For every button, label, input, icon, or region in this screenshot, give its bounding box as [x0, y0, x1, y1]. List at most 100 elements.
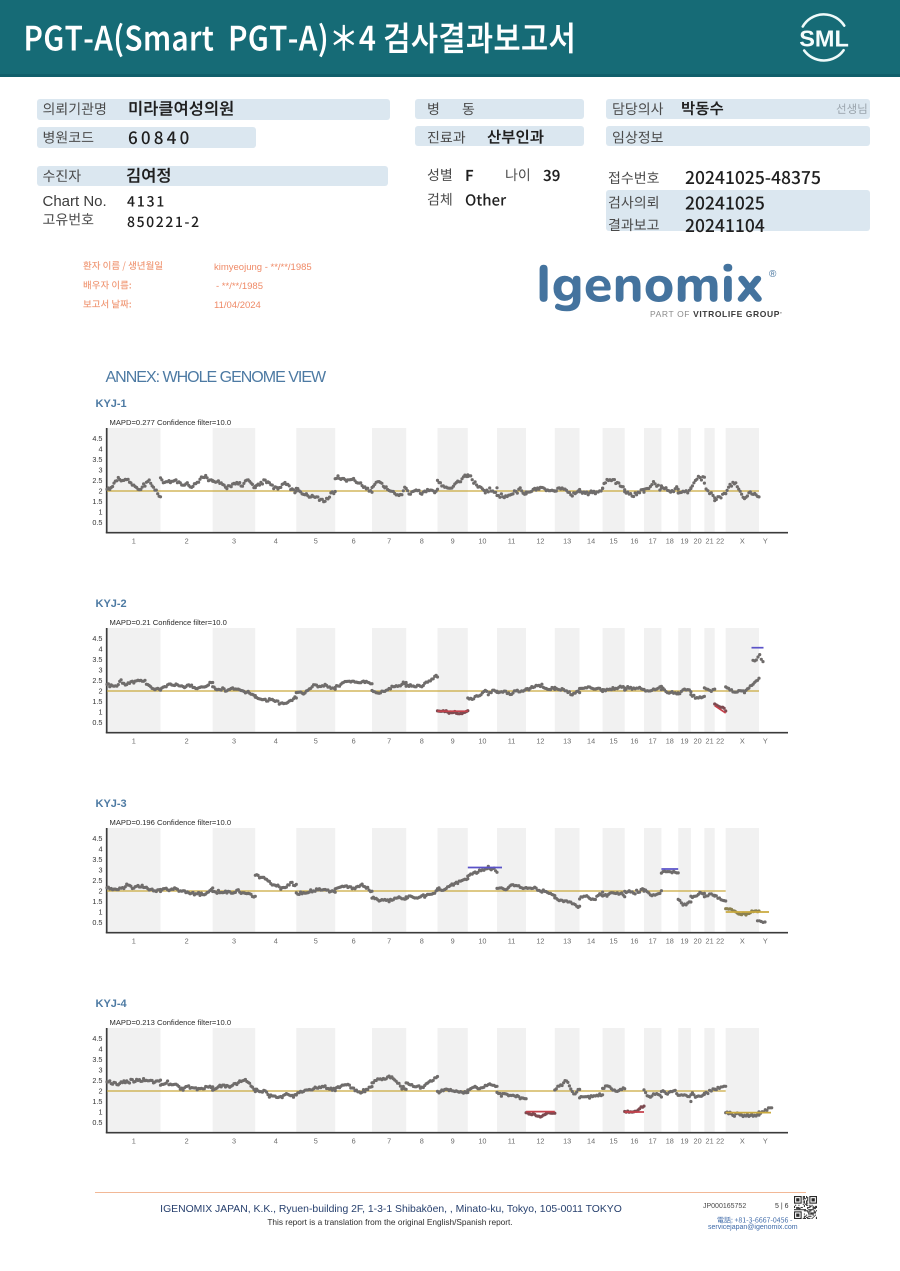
svg-text:4: 4	[98, 644, 102, 653]
svg-text:4: 4	[98, 444, 102, 453]
svg-text:8: 8	[420, 936, 424, 945]
svg-text:4: 4	[274, 736, 278, 745]
svg-text:18: 18	[666, 936, 674, 945]
svg-text:2.5: 2.5	[92, 476, 102, 485]
svg-text:21: 21	[706, 736, 714, 745]
svg-text:0.5: 0.5	[92, 918, 102, 927]
svg-text:11: 11	[508, 1136, 516, 1145]
svg-text:15: 15	[610, 736, 618, 745]
svg-text:17: 17	[649, 936, 657, 945]
svg-text:1: 1	[132, 736, 136, 745]
svg-text:11: 11	[508, 736, 516, 745]
svg-text:8: 8	[420, 536, 424, 545]
svg-text:18: 18	[666, 536, 674, 545]
svg-text:7: 7	[387, 536, 391, 545]
svg-text:4.5: 4.5	[92, 834, 102, 843]
svg-text:9: 9	[451, 536, 455, 545]
svg-text:1: 1	[132, 1136, 136, 1145]
svg-text:10: 10	[478, 536, 486, 545]
svg-text:20: 20	[694, 1136, 702, 1145]
svg-text:13: 13	[563, 936, 571, 945]
svg-text:13: 13	[563, 1136, 571, 1145]
svg-text:4: 4	[274, 1136, 278, 1145]
svg-text:SML: SML	[799, 26, 849, 52]
svg-text:3.5: 3.5	[92, 855, 102, 864]
svg-text:18: 18	[666, 1136, 674, 1145]
svg-text:3: 3	[98, 1065, 102, 1074]
svg-text:6: 6	[352, 736, 356, 745]
svg-text:5: 5	[314, 936, 318, 945]
svg-text:4: 4	[274, 936, 278, 945]
svg-text:15: 15	[610, 1136, 618, 1145]
svg-text:2: 2	[98, 686, 102, 695]
svg-text:0.5: 0.5	[92, 718, 102, 727]
svg-text:19: 19	[680, 1136, 688, 1145]
svg-text:2.5: 2.5	[92, 876, 102, 885]
svg-text:1: 1	[98, 507, 102, 516]
svg-text:3: 3	[98, 465, 102, 474]
svg-text:17: 17	[649, 536, 657, 545]
svg-text:3: 3	[232, 736, 236, 745]
svg-text:2: 2	[98, 486, 102, 495]
svg-text:15: 15	[610, 536, 618, 545]
svg-text:12: 12	[536, 736, 544, 745]
svg-text:14: 14	[587, 1136, 595, 1145]
svg-text:1: 1	[132, 536, 136, 545]
svg-text:10: 10	[478, 736, 486, 745]
svg-text:X: X	[740, 1136, 745, 1145]
svg-text:2: 2	[98, 886, 102, 895]
svg-text:8: 8	[420, 1136, 424, 1145]
svg-text:12: 12	[536, 1136, 544, 1145]
svg-text:4: 4	[274, 536, 278, 545]
svg-text:21: 21	[706, 936, 714, 945]
svg-text:4.5: 4.5	[92, 1034, 102, 1043]
svg-text:7: 7	[387, 936, 391, 945]
svg-text:11: 11	[508, 536, 516, 545]
svg-text:20: 20	[694, 936, 702, 945]
svg-text:7: 7	[387, 736, 391, 745]
svg-text:9: 9	[451, 736, 455, 745]
svg-text:15: 15	[610, 936, 618, 945]
svg-text:13: 13	[563, 536, 571, 545]
svg-text:14: 14	[587, 736, 595, 745]
svg-text:2: 2	[185, 936, 189, 945]
svg-text:5: 5	[314, 1136, 318, 1145]
svg-text:5: 5	[314, 536, 318, 545]
svg-text:Y: Y	[763, 1136, 768, 1145]
svg-text:16: 16	[630, 936, 638, 945]
svg-text:2.5: 2.5	[92, 676, 102, 685]
svg-text:2: 2	[185, 1136, 189, 1145]
svg-text:X: X	[740, 936, 745, 945]
svg-text:22: 22	[716, 536, 724, 545]
svg-text:2: 2	[185, 536, 189, 545]
svg-text:12: 12	[536, 536, 544, 545]
svg-text:X: X	[740, 736, 745, 745]
svg-text:20: 20	[694, 536, 702, 545]
svg-text:1: 1	[98, 707, 102, 716]
svg-text:22: 22	[716, 1136, 724, 1145]
svg-text:0.5: 0.5	[92, 1118, 102, 1127]
svg-text:14: 14	[587, 536, 595, 545]
svg-text:18: 18	[666, 736, 674, 745]
svg-text:22: 22	[716, 936, 724, 945]
svg-text:6: 6	[352, 936, 356, 945]
svg-text:16: 16	[630, 736, 638, 745]
svg-text:16: 16	[630, 1136, 638, 1145]
svg-text:Y: Y	[763, 736, 768, 745]
svg-text:4: 4	[98, 1044, 102, 1053]
svg-text:8: 8	[420, 736, 424, 745]
svg-text:14: 14	[587, 936, 595, 945]
svg-text:1.5: 1.5	[92, 497, 102, 506]
svg-text:1: 1	[98, 1107, 102, 1116]
svg-text:3.5: 3.5	[92, 455, 102, 464]
svg-text:7: 7	[387, 1136, 391, 1145]
svg-text:11: 11	[508, 936, 516, 945]
svg-text:10: 10	[478, 1136, 486, 1145]
svg-text:19: 19	[680, 936, 688, 945]
svg-text:17: 17	[649, 1136, 657, 1145]
svg-text:X: X	[740, 536, 745, 545]
svg-text:3: 3	[98, 665, 102, 674]
svg-text:20: 20	[694, 736, 702, 745]
svg-text:3: 3	[98, 865, 102, 874]
svg-text:2: 2	[98, 1086, 102, 1095]
